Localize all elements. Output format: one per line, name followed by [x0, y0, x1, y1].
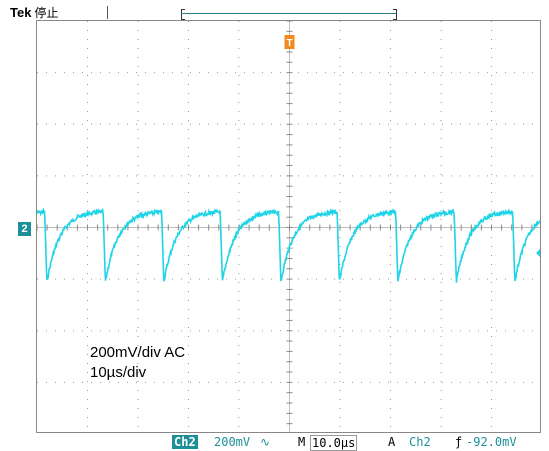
status-bar: Ch2 200mV ∿ M 10.0µs A Ch2 ƒ -92.0mV — [0, 434, 549, 451]
record-overview-bar — [181, 9, 397, 20]
channel-badge: Ch2 — [172, 435, 198, 449]
timebase-prefix: M — [298, 435, 306, 449]
trigger-level: -92.0mV — [466, 435, 517, 449]
timebase-value: 10.0µs — [310, 435, 358, 451]
volts-annotation: 200mV/div AC — [90, 344, 186, 361]
trigger-source: Ch2 — [409, 435, 431, 449]
top-divider — [107, 6, 108, 19]
trigger-position-marker — [284, 35, 295, 49]
volts-div: 200mV — [214, 435, 251, 449]
waveform-display: T — [37, 21, 540, 432]
coupling-icon: ∿ — [260, 435, 271, 449]
trigger-marker-label: T — [286, 38, 292, 49]
time-annotation: 10µs/div — [90, 364, 147, 381]
channel-ground-marker: 2 — [18, 222, 31, 236]
scope-display: T — [36, 20, 541, 433]
overview-left-bracket — [181, 9, 185, 20]
trigger-mode: A — [388, 435, 396, 449]
overview-right-bracket — [393, 9, 397, 20]
settings-annotation: 200mV/div AC 10µs/div — [90, 343, 185, 383]
run-state: 停止 — [34, 6, 59, 20]
brand-name: Tek — [10, 5, 32, 20]
trigger-slope-icon: ƒ — [455, 435, 463, 449]
trigger-level-marker — [536, 249, 540, 257]
ch2-waveform — [37, 207, 540, 283]
brand-label: Tek 停止 — [10, 4, 58, 21]
overview-line — [181, 13, 397, 14]
